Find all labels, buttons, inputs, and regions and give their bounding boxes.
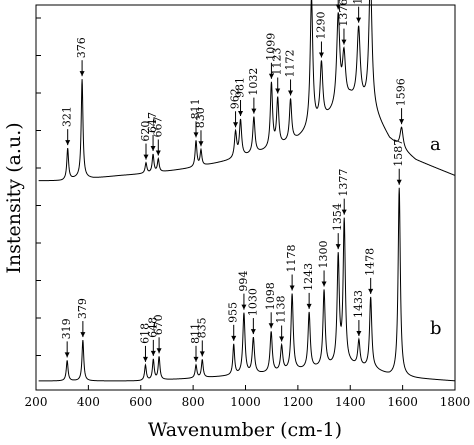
peak-label: 1290: [314, 12, 327, 40]
peak-label: 1138: [275, 296, 288, 324]
peak-arrow-head: [155, 150, 161, 156]
peak-label: 1030: [246, 288, 259, 316]
peak-label: 1123: [271, 48, 284, 76]
peak-label: 811: [189, 323, 202, 344]
x-tick-label: 400: [77, 395, 100, 409]
peak-label: 955: [227, 302, 240, 323]
peak-arrow-head: [275, 88, 281, 94]
x-tick-label: 200: [25, 395, 48, 409]
peak-arrow-head: [341, 209, 347, 215]
peak-label: 670: [152, 314, 165, 335]
series-line-b: [38, 187, 456, 382]
peak-arrow-head: [241, 304, 247, 310]
peak-label: 835: [195, 317, 208, 338]
peak-arrow-head: [251, 108, 257, 114]
peak-arrow-head: [341, 39, 347, 45]
peak-arrow-head: [156, 348, 162, 354]
peak-label: 1478: [364, 248, 377, 276]
x-tick-label: 800: [182, 395, 205, 409]
peak-label: 620: [139, 121, 152, 142]
peak-arrow-head: [289, 285, 295, 291]
plot-frame: [35, 4, 456, 391]
peak-arrow-head: [399, 119, 405, 125]
peak-label: 648: [146, 317, 159, 338]
peak-arrow-head: [268, 73, 274, 79]
x-tick-label: 1800: [440, 395, 471, 409]
peak-arrow-head: [150, 146, 156, 152]
x-tick-label: 1200: [283, 395, 314, 409]
x-tick-label: 600: [129, 395, 152, 409]
peak-label: 1098: [264, 282, 277, 310]
peak-label: 667: [151, 116, 164, 137]
peak-arrow-head: [142, 356, 148, 362]
peak-label: 618: [138, 323, 151, 344]
peak-arrow-head: [279, 336, 285, 342]
x-axis-title: Wavenumber (cm-1): [148, 419, 342, 441]
peak-label: 962: [229, 88, 242, 109]
peak-arrow-head: [335, 244, 341, 250]
x-tick-label: 1400: [335, 395, 366, 409]
series-a-label: a: [430, 134, 441, 155]
peak-arrow-head: [65, 140, 71, 146]
x-tick-label: 1600: [387, 395, 418, 409]
peak-arrow-head: [64, 352, 70, 358]
y-axis-title: Instensity (a.u.): [3, 122, 25, 273]
peak-label: 1432: [352, 0, 365, 5]
spectrum-curves: [38, 0, 456, 382]
peak-arrow-head: [321, 281, 327, 287]
axis-ticks: [35, 17, 456, 390]
peak-label: 647: [146, 112, 159, 133]
peak-arrow-head: [198, 141, 204, 147]
peak-arrow-head: [356, 331, 362, 337]
peak-arrow-head: [143, 154, 149, 160]
peak-arrow-head: [79, 71, 85, 77]
peak-label: 1433: [352, 290, 365, 318]
peak-label: 1243: [302, 263, 315, 291]
peak-label: 1376: [337, 0, 350, 27]
x-tick-label: 1000: [230, 395, 261, 409]
peak-arrow-head: [80, 332, 86, 338]
x-tick-labels: 200 400 600 800 1000 1200 1400 1600 1800: [25, 395, 471, 409]
peak-label: 1354: [331, 203, 344, 231]
peak-arrow-head: [288, 90, 294, 96]
peak-arrow-head: [396, 179, 402, 185]
peak-label: 1587: [392, 139, 405, 167]
peak-arrow-head: [306, 303, 312, 309]
peak-arrow-head: [250, 329, 256, 335]
peak-arrow-head: [150, 350, 156, 356]
peak-label: 1172: [284, 49, 297, 77]
peak-arrow-head: [318, 52, 324, 58]
peak-arrow-head: [193, 132, 199, 138]
peak-label: 981: [234, 77, 247, 98]
peak-label: 1596: [395, 78, 408, 106]
peak-label: 1178: [285, 245, 298, 273]
series-b-label: b: [430, 318, 442, 339]
peak-arrow-head: [368, 288, 374, 294]
peak-label: 811: [189, 98, 202, 119]
peak-label: 319: [60, 318, 73, 339]
series-line-a: [38, 0, 456, 182]
peak-label: 321: [61, 106, 74, 127]
peak-arrow-head: [199, 351, 205, 357]
peak-label: 1099: [264, 33, 277, 61]
peak-arrow-head: [233, 122, 239, 128]
peak-arrow-head: [231, 335, 237, 341]
peak-label: 1377: [337, 169, 350, 197]
peak-label: 376: [75, 37, 88, 58]
peak-label: 994: [237, 271, 250, 292]
peak-arrow-head: [268, 323, 274, 329]
peak-arrow-head: [238, 111, 244, 117]
peak-arrow-head: [356, 17, 362, 23]
peak-label: 1300: [317, 240, 330, 268]
peak-label: 830: [194, 107, 207, 128]
peak-arrow-head: [193, 356, 199, 362]
peak-label: 1032: [247, 68, 260, 96]
peak-label: 379: [76, 298, 89, 319]
peak-arrow-head: [335, 4, 341, 10]
